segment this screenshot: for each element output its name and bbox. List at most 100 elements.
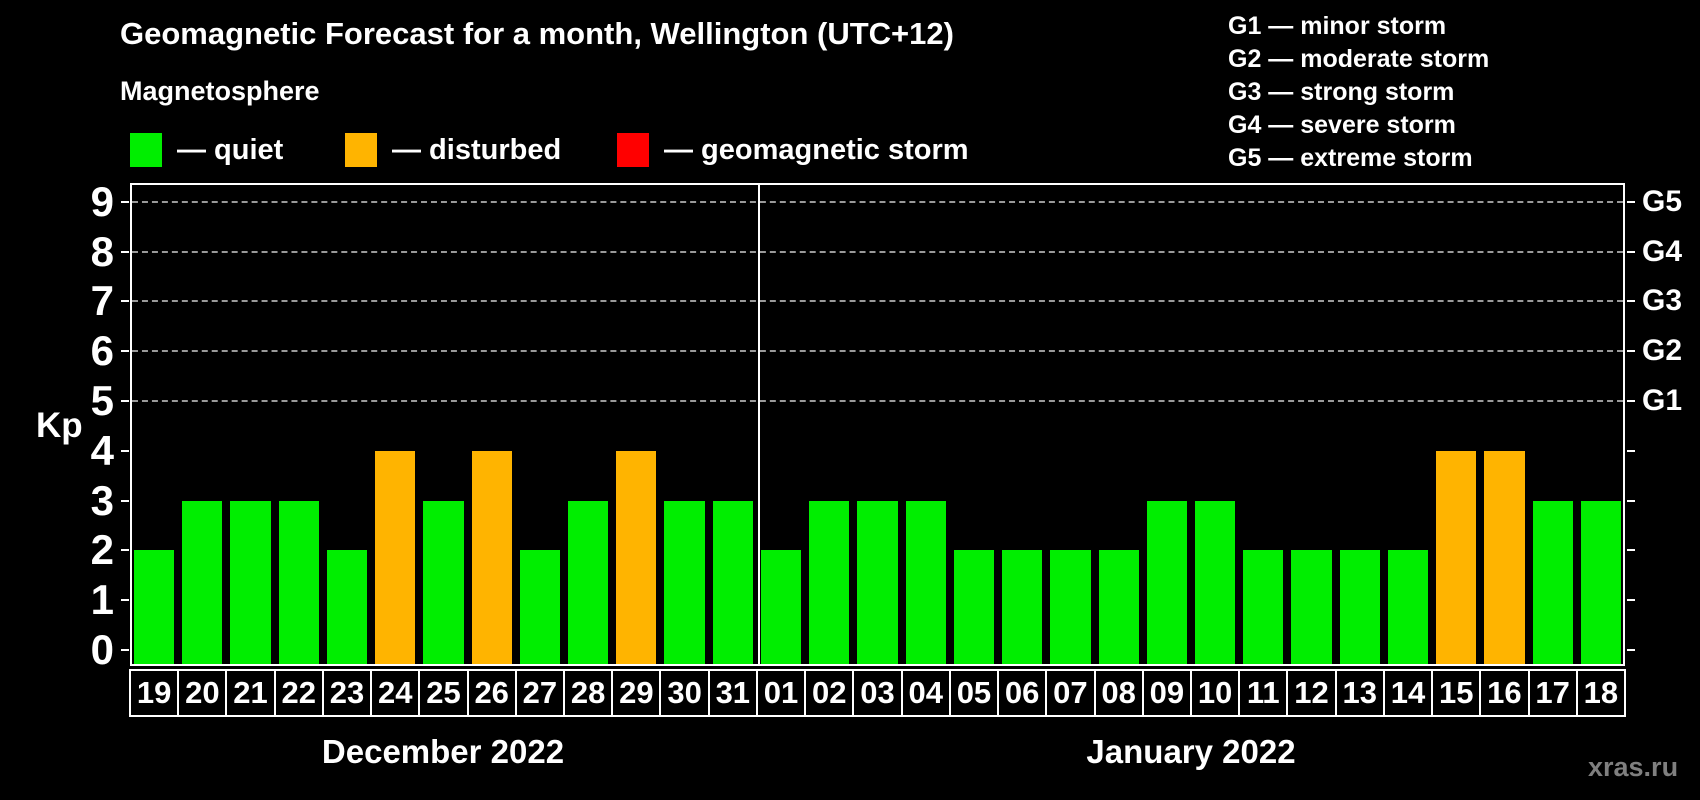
date-cell-jan-02: 02: [804, 669, 855, 717]
month-label-december: December 2022: [321, 733, 565, 770]
right-tick-kp7: [1627, 300, 1635, 303]
gridline-kp8: [132, 250, 1623, 253]
kp-bar-dec-31: [712, 500, 753, 664]
right-axis-label-G1: G1: [1642, 384, 1683, 417]
date-cell-jan-10: 10: [1189, 669, 1241, 717]
kp-bar-dec-22: [278, 500, 319, 664]
date-cell-dec-23: 23: [321, 669, 373, 717]
date-axis: 19 20 21 22 23 24 25 26 27 28 29 30 31 01 02 03 04 05 06 07…: [129, 669, 1626, 717]
kp-bar-jan-18: [1580, 500, 1621, 664]
kp-bar-dec-30: [664, 500, 705, 664]
month-divider-line: [757, 185, 760, 664]
date-cell-jan-18: 18: [1575, 669, 1626, 717]
right-axis-label-G2: G2: [1642, 334, 1683, 368]
kp-bar-jan-01: [760, 550, 802, 664]
gridline-kp7: [132, 300, 1623, 303]
date-cell-jan-08: 08: [1093, 669, 1144, 717]
legend-item-geomagnetic-storm: — geomagnetic storm: [617, 133, 969, 167]
month-label-january: January 2022: [1086, 733, 1296, 770]
storm-scale-legend-line: G5 — extreme storm: [1228, 144, 1473, 172]
kp-bar-jan-13: [1339, 550, 1380, 664]
date-cell-jan-16: 16: [1479, 669, 1530, 717]
magnetosphere-label: Magnetosphere: [120, 76, 320, 106]
date-cell-jan-14: 14: [1382, 669, 1434, 717]
ytick-label-1: 1: [90, 576, 114, 624]
kp-bar-dec-28: [568, 500, 609, 664]
left-tick-kp9: [121, 200, 129, 203]
kp-bar-jan-07: [1050, 550, 1091, 664]
date-cell-jan-06: 06: [997, 669, 1048, 717]
date-cell-dec-20: 20: [177, 669, 228, 717]
kp-bar-dec-20: [182, 500, 223, 664]
legend-item-quiet: — quiet: [130, 133, 283, 167]
date-cell-jan-12: 12: [1286, 669, 1337, 717]
date-cell-dec-29: 29: [611, 669, 662, 717]
date-cell-jan-05: 05: [948, 669, 1000, 717]
plot-contents: [132, 185, 1623, 664]
gridline-kp9: [132, 200, 1623, 203]
right-tick-kp0: [1627, 649, 1635, 651]
date-cell-jan-15: 15: [1431, 669, 1482, 717]
date-cell-dec-30: 30: [659, 669, 710, 717]
date-cell-dec-24: 24: [370, 669, 421, 717]
ytick-label-2: 2: [90, 526, 114, 574]
left-tick-kp3: [121, 499, 129, 502]
plot-area: [130, 183, 1625, 666]
storm-scale-legend-line: G3 — strong storm: [1228, 78, 1455, 106]
quiet-color-swatch: [130, 133, 162, 167]
kp-bar-dec-29: [616, 450, 657, 664]
left-tick-kp2: [121, 549, 129, 552]
ytick-label-6: 6: [90, 327, 114, 375]
legend-label: — disturbed: [392, 134, 562, 166]
left-tick-kp4: [121, 449, 129, 452]
right-tick-kp3: [1627, 499, 1635, 502]
kp-bar-dec-24: [375, 450, 416, 664]
date-cell-dec-25: 25: [418, 669, 469, 717]
storm-scale-legend: G1 — minor storm G2 — moderate storm G3 — …: [1228, 10, 1489, 175]
kp-bar-dec-26: [471, 450, 512, 664]
storm-scale-legend-line: G4 — severe storm: [1228, 111, 1456, 139]
date-cell-jan-13: 13: [1334, 669, 1385, 717]
left-tick-kp6: [121, 350, 129, 353]
kp-bar-jan-17: [1532, 500, 1573, 664]
chart-title: Geomagnetic Forecast for a month, Wellin…: [120, 16, 954, 51]
storm-scale-legend-line: G2 — moderate storm: [1228, 45, 1490, 73]
date-cell-dec-26: 26: [466, 669, 517, 717]
legend-label: — geomagnetic storm: [664, 134, 969, 166]
right-axis-label-G4: G4: [1642, 234, 1683, 268]
gridline-kp5: [132, 400, 1623, 402]
left-tick-kp7: [121, 300, 129, 303]
right-tick-kp4: [1627, 449, 1635, 452]
right-tick-kp8: [1627, 250, 1635, 253]
left-tick-kp8: [121, 250, 129, 253]
right-tick-kp2: [1627, 549, 1635, 552]
kp-bar-jan-03: [857, 500, 898, 664]
date-cell-jan-09: 09: [1141, 669, 1192, 717]
kp-bar-dec-27: [519, 550, 561, 664]
y-axis-label: Kp: [36, 406, 83, 445]
kp-bar-jan-14: [1387, 550, 1429, 664]
gridline-kp6: [132, 350, 1623, 353]
watermark: xras.ru: [1588, 752, 1679, 782]
date-cell-jan-01: 01: [755, 669, 807, 717]
right-axis-label-G5: G5: [1642, 184, 1683, 218]
ytick-label-7: 7: [90, 277, 114, 325]
date-cell-dec-27: 27: [514, 669, 566, 717]
ytick-label-0: 0: [90, 626, 114, 673]
left-tick-kp5: [121, 400, 129, 402]
date-cell-jan-04: 04: [900, 669, 951, 717]
date-cell-dec-22: 22: [273, 669, 324, 717]
date-cell-dec-28: 28: [563, 669, 614, 717]
kp-bar-jan-16: [1484, 450, 1525, 664]
right-tick-kp6: [1627, 350, 1635, 353]
kp-bar-jan-06: [1002, 550, 1043, 664]
kp-bar-dec-19: [134, 550, 175, 664]
disturbed-color-swatch: [345, 133, 377, 167]
ytick-label-8: 8: [90, 227, 114, 275]
date-cell-jan-07: 07: [1045, 669, 1096, 717]
kp-bar-dec-23: [326, 550, 368, 664]
kp-bar-jan-10: [1194, 500, 1236, 664]
kp-bar-jan-05: [953, 550, 995, 664]
right-tick-kp1: [1627, 599, 1635, 602]
